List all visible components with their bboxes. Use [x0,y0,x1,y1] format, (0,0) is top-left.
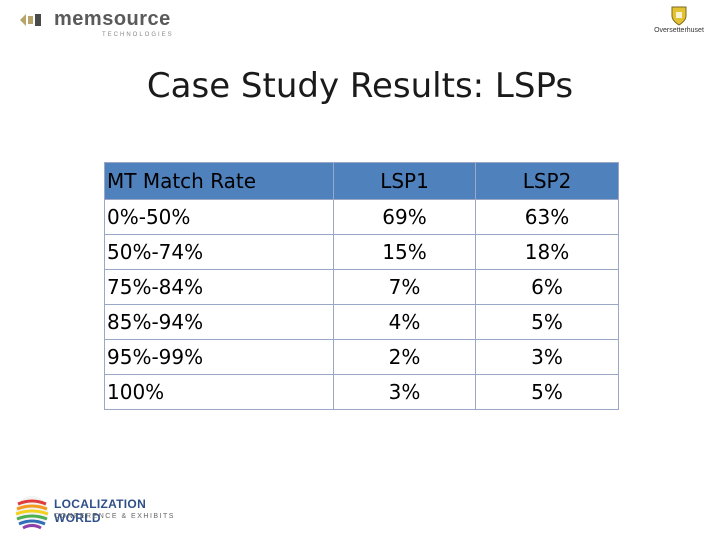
globe-icon [15,496,49,530]
localization-world-wordmark: LOCALIZATION WORLD [54,497,147,525]
cell-lsp2: 3% [475,339,619,375]
results-table: MT Match Rate LSP1 LSP2 0%-50% 69% 63% 5… [104,162,619,410]
oversetterhuset-wordmark: Oversetterhuset [654,27,704,34]
cell-match-rate: 50%-74% [104,234,334,270]
cell-lsp2: 18% [475,234,619,270]
table-row: 50%-74% 15% 18% [104,234,619,270]
cell-lsp1: 2% [333,339,476,375]
memsource-logo: memsource TECHNOLOGIES [14,8,172,38]
cell-lsp2: 6% [475,269,619,305]
cell-lsp2: 63% [475,199,619,235]
cell-match-rate: 75%-84% [104,269,334,305]
localization-world-subtext: CONFERENCE & EXHIBITS [54,513,175,520]
cell-lsp1: 7% [333,269,476,305]
table-row: 75%-84% 7% 6% [104,269,619,305]
cell-lsp1: 3% [333,374,476,410]
cell-match-rate: 100% [104,374,334,410]
memsource-wordmark: memsource [54,8,171,30]
cell-lsp1: 4% [333,304,476,340]
cell-match-rate: 85%-94% [104,304,334,340]
header-lsp2: LSP2 [475,162,619,200]
table-row: 100% 3% 5% [104,374,619,410]
cell-lsp1: 69% [333,199,476,235]
header-mt-match-rate: MT Match Rate [104,162,334,200]
shield-icon [671,6,687,26]
table-row: 0%-50% 69% 63% [104,199,619,235]
cell-lsp1: 15% [333,234,476,270]
cell-lsp2: 5% [475,374,619,410]
table-header-row: MT Match Rate LSP1 LSP2 [104,162,619,200]
table-row: 95%-99% 2% 3% [104,339,619,375]
table-row: 85%-94% 4% 5% [104,304,619,340]
slide-title: Case Study Results: LSPs [146,66,574,106]
header-lsp1: LSP1 [333,162,476,200]
memsource-mark-icon [20,14,41,26]
memsource-subtext: TECHNOLOGIES [102,32,174,38]
cell-match-rate: 95%-99% [104,339,334,375]
cell-match-rate: 0%-50% [104,199,334,235]
localization-world-logo: LOCALIZATION WORLD CONFERENCE & EXHIBITS [14,494,194,530]
oversetterhuset-logo: Oversetterhuset [646,6,712,40]
cell-lsp2: 5% [475,304,619,340]
